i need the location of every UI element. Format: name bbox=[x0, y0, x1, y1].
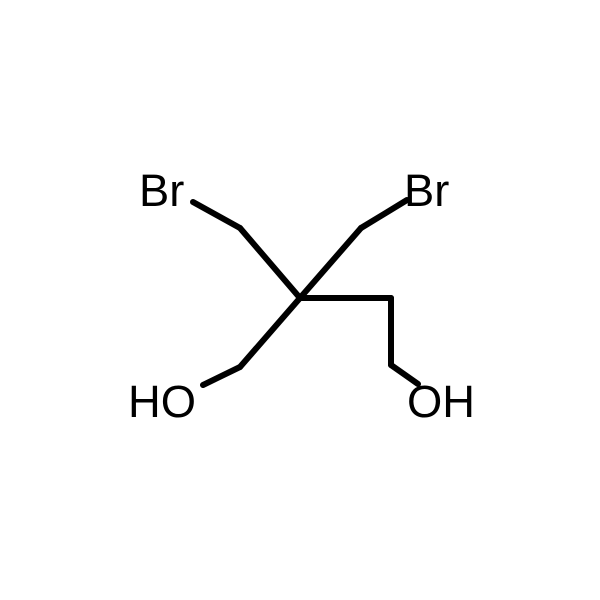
bond-C6-O7 bbox=[203, 367, 240, 385]
bond-layer bbox=[0, 0, 600, 600]
bond-Br1-C2 bbox=[193, 202, 240, 228]
bond-C3-C4 bbox=[300, 228, 361, 298]
bond-C3-C6 bbox=[240, 298, 300, 367]
bond-C2-C3 bbox=[240, 228, 300, 298]
bond-C4-Br5 bbox=[361, 200, 407, 228]
bond-C9-O10 bbox=[391, 365, 418, 384]
molecule-diagram: Br Br HO OH bbox=[0, 0, 600, 600]
